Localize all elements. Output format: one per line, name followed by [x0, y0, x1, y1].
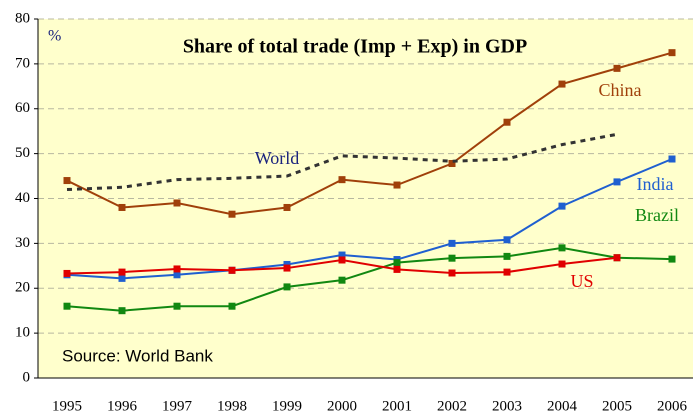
- point-marker: [63, 302, 71, 310]
- point-marker: [668, 255, 676, 263]
- x-tick-label: 1995: [52, 398, 82, 414]
- point-marker: [558, 80, 566, 88]
- source-note: Source: World Bank: [62, 346, 213, 365]
- x-tick-label: 2000: [327, 398, 357, 414]
- series-line: [66, 51, 673, 216]
- series-label: US: [570, 271, 593, 291]
- series-line: [66, 158, 673, 280]
- x-tick-label: 1998: [217, 398, 247, 414]
- point-marker: [63, 269, 71, 277]
- x-tick-label: 2002: [437, 398, 467, 414]
- series-line: [66, 132, 618, 192]
- series-line: [66, 246, 673, 312]
- x-tick-label: 1997: [162, 398, 193, 414]
- point-marker: [668, 49, 676, 57]
- point-marker: [173, 271, 181, 279]
- y-tick-label: 80: [15, 10, 30, 26]
- x-tick-label: 2005: [602, 398, 632, 414]
- point-marker: [613, 254, 621, 262]
- point-marker: [283, 203, 291, 211]
- point-marker: [118, 274, 126, 282]
- y-tick-label: 0: [23, 369, 31, 385]
- y-tick-label: 70: [15, 55, 30, 71]
- y-tick-label: 20: [15, 280, 30, 296]
- point-marker: [228, 210, 236, 218]
- point-marker: [118, 203, 126, 211]
- x-tick-label: 2004: [547, 398, 578, 414]
- x-tick-label: 2006: [657, 398, 688, 414]
- point-marker: [338, 251, 346, 259]
- point-marker: [283, 283, 291, 291]
- x-tick-label: 2003: [492, 398, 522, 414]
- series-label: World: [255, 148, 300, 168]
- y-tick-label: 30: [15, 235, 30, 251]
- x-tick-label: 2001: [382, 398, 412, 414]
- point-marker: [173, 302, 181, 310]
- y-tick-label: 10: [15, 325, 30, 341]
- point-marker: [393, 265, 401, 273]
- point-marker: [613, 178, 621, 186]
- point-marker: [448, 254, 456, 262]
- point-marker: [393, 181, 401, 189]
- point-marker: [448, 239, 456, 247]
- chart-title: Share of total trade (Imp + Exp) in GDP: [183, 36, 527, 58]
- point-marker: [173, 265, 181, 273]
- point-marker: [558, 202, 566, 210]
- x-tick-label: 1999: [272, 398, 302, 414]
- point-marker: [503, 252, 511, 260]
- point-marker: [118, 307, 126, 315]
- series-label: India: [637, 174, 674, 194]
- point-marker: [448, 159, 456, 167]
- point-marker: [228, 302, 236, 310]
- point-marker: [503, 236, 511, 244]
- y-tick-label: 50: [15, 145, 30, 161]
- x-tick-label: 1996: [107, 398, 138, 414]
- point-marker: [503, 118, 511, 126]
- point-marker: [118, 268, 126, 276]
- y-tick-label: 40: [15, 190, 30, 206]
- series-label: China: [599, 80, 642, 100]
- point-marker: [448, 269, 456, 277]
- point-marker: [338, 176, 346, 184]
- plot-area: [38, 19, 693, 378]
- point-marker: [558, 244, 566, 252]
- point-marker: [613, 64, 621, 72]
- point-marker: [228, 266, 236, 274]
- point-marker: [338, 276, 346, 284]
- y-axis-label: %: [48, 28, 61, 45]
- point-marker: [503, 268, 511, 276]
- point-marker: [558, 260, 566, 268]
- y-tick-label: 60: [15, 100, 30, 116]
- point-marker: [393, 259, 401, 267]
- point-marker: [283, 264, 291, 272]
- point-marker: [283, 260, 291, 268]
- series-label: Brazil: [635, 205, 679, 225]
- point-marker: [338, 256, 346, 264]
- point-marker: [668, 155, 676, 163]
- point-marker: [63, 177, 71, 185]
- point-marker: [173, 199, 181, 207]
